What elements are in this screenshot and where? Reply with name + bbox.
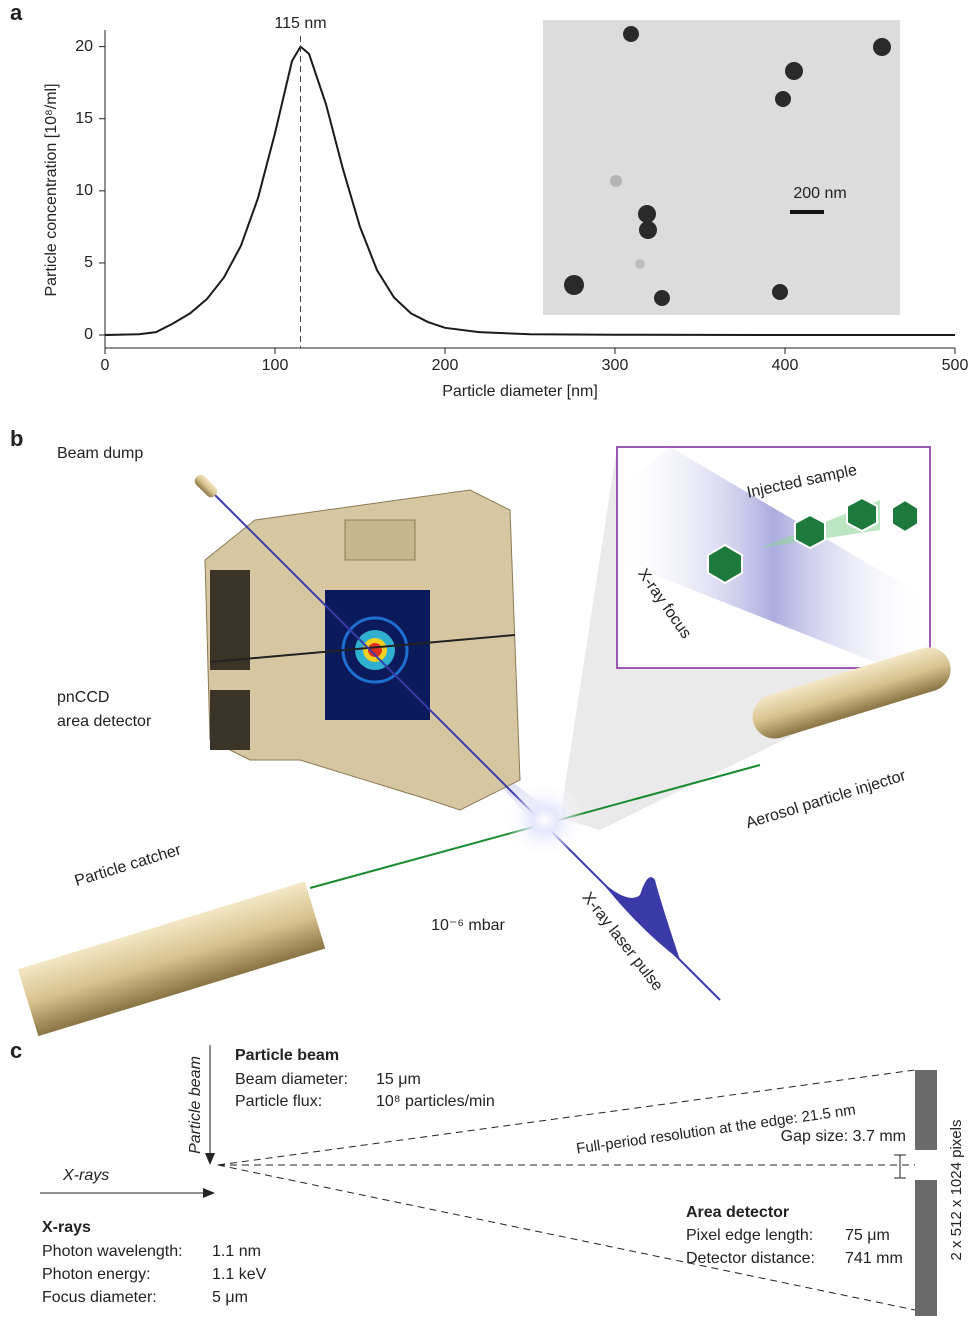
- y-tick-label: 0: [84, 326, 93, 343]
- gap-marker: [894, 1155, 906, 1178]
- x-tick-label: 300: [602, 357, 629, 374]
- y-tick-label: 10: [75, 182, 93, 199]
- label: 75 μm: [845, 1227, 890, 1244]
- catcher: [18, 882, 325, 1037]
- x-tick-label: 200: [432, 357, 459, 374]
- detector: [205, 490, 520, 810]
- label: Beam dump: [57, 445, 143, 462]
- y-axis-label: Particle concentration [10⁸/ml]: [43, 83, 60, 296]
- label: area detector: [57, 713, 152, 730]
- label: pnCCD: [57, 689, 109, 706]
- label: 741 mm: [845, 1250, 903, 1267]
- panel-label: c: [10, 1038, 22, 1063]
- label: X-rays: [42, 1219, 91, 1236]
- x-tick-label: 0: [101, 357, 110, 374]
- label: 1.1 keV: [212, 1266, 267, 1283]
- inset-image: [543, 20, 900, 315]
- detector-handle: [345, 520, 415, 560]
- illustration: Injected sample X-ray focus Beam dump pn…: [18, 445, 956, 1036]
- chart: Particle diameter [nm] Particle concentr…: [43, 15, 968, 400]
- label: Pixel edge length:: [686, 1227, 813, 1244]
- x-axis-label: Particle diameter [nm]: [442, 383, 598, 400]
- y-tick-label: 20: [75, 38, 93, 55]
- label: Area detector: [686, 1204, 789, 1221]
- label: 2 x 512 x 1024 pixels: [948, 1120, 965, 1261]
- arrowhead: [205, 1153, 215, 1165]
- label: Particle flux:: [235, 1093, 322, 1110]
- label: 15 μm: [376, 1071, 421, 1088]
- detector-half: [915, 1070, 937, 1150]
- label: Beam diameter:: [235, 1071, 348, 1088]
- label: Aerosol particle injector: [744, 767, 909, 832]
- inset-micrograph: 200 nm: [543, 20, 900, 315]
- x-tick-label: 100: [262, 357, 289, 374]
- y-tick-label: 5: [84, 254, 93, 271]
- annotation-label: 115 nm: [274, 15, 326, 32]
- blur-particle: [635, 259, 645, 269]
- label: Particle beam: [187, 1056, 204, 1154]
- label: 5 μm: [212, 1289, 248, 1306]
- label: Particle catcher: [73, 841, 184, 890]
- x-tick-label: 400: [772, 357, 799, 374]
- detector-side: [210, 690, 250, 750]
- label: Photon energy:: [42, 1266, 151, 1283]
- label: X-rays: [62, 1167, 109, 1184]
- label: Focus diameter:: [42, 1289, 157, 1306]
- panel-label: a: [10, 0, 23, 25]
- label: 10⁻⁶ mbar: [431, 917, 505, 934]
- arrowhead: [203, 1188, 215, 1198]
- label: 10⁸ particles/min: [376, 1093, 495, 1110]
- figure: a b c Particle diameter [nm] Particle co…: [0, 0, 976, 1316]
- x-tick-label: 500: [942, 357, 969, 374]
- geometry-lines: [218, 1070, 915, 1310]
- label: Detector distance:: [686, 1250, 815, 1267]
- label: Gap size: 3.7 mm: [781, 1128, 906, 1145]
- detector-side: [210, 570, 250, 670]
- label: 1.1 nm: [212, 1243, 261, 1260]
- y-tick-label: 15: [75, 110, 93, 127]
- diagram: Particle beam X-rays Particle beam Beam …: [40, 1045, 965, 1316]
- detector-half: [915, 1180, 937, 1316]
- label: Particle beam: [235, 1047, 339, 1064]
- label: Photon wavelength:: [42, 1243, 183, 1260]
- panel-label: b: [10, 426, 23, 451]
- scale-bar-label: 200 nm: [793, 185, 846, 202]
- focus-spot: [505, 780, 585, 860]
- blur-particle: [610, 175, 622, 187]
